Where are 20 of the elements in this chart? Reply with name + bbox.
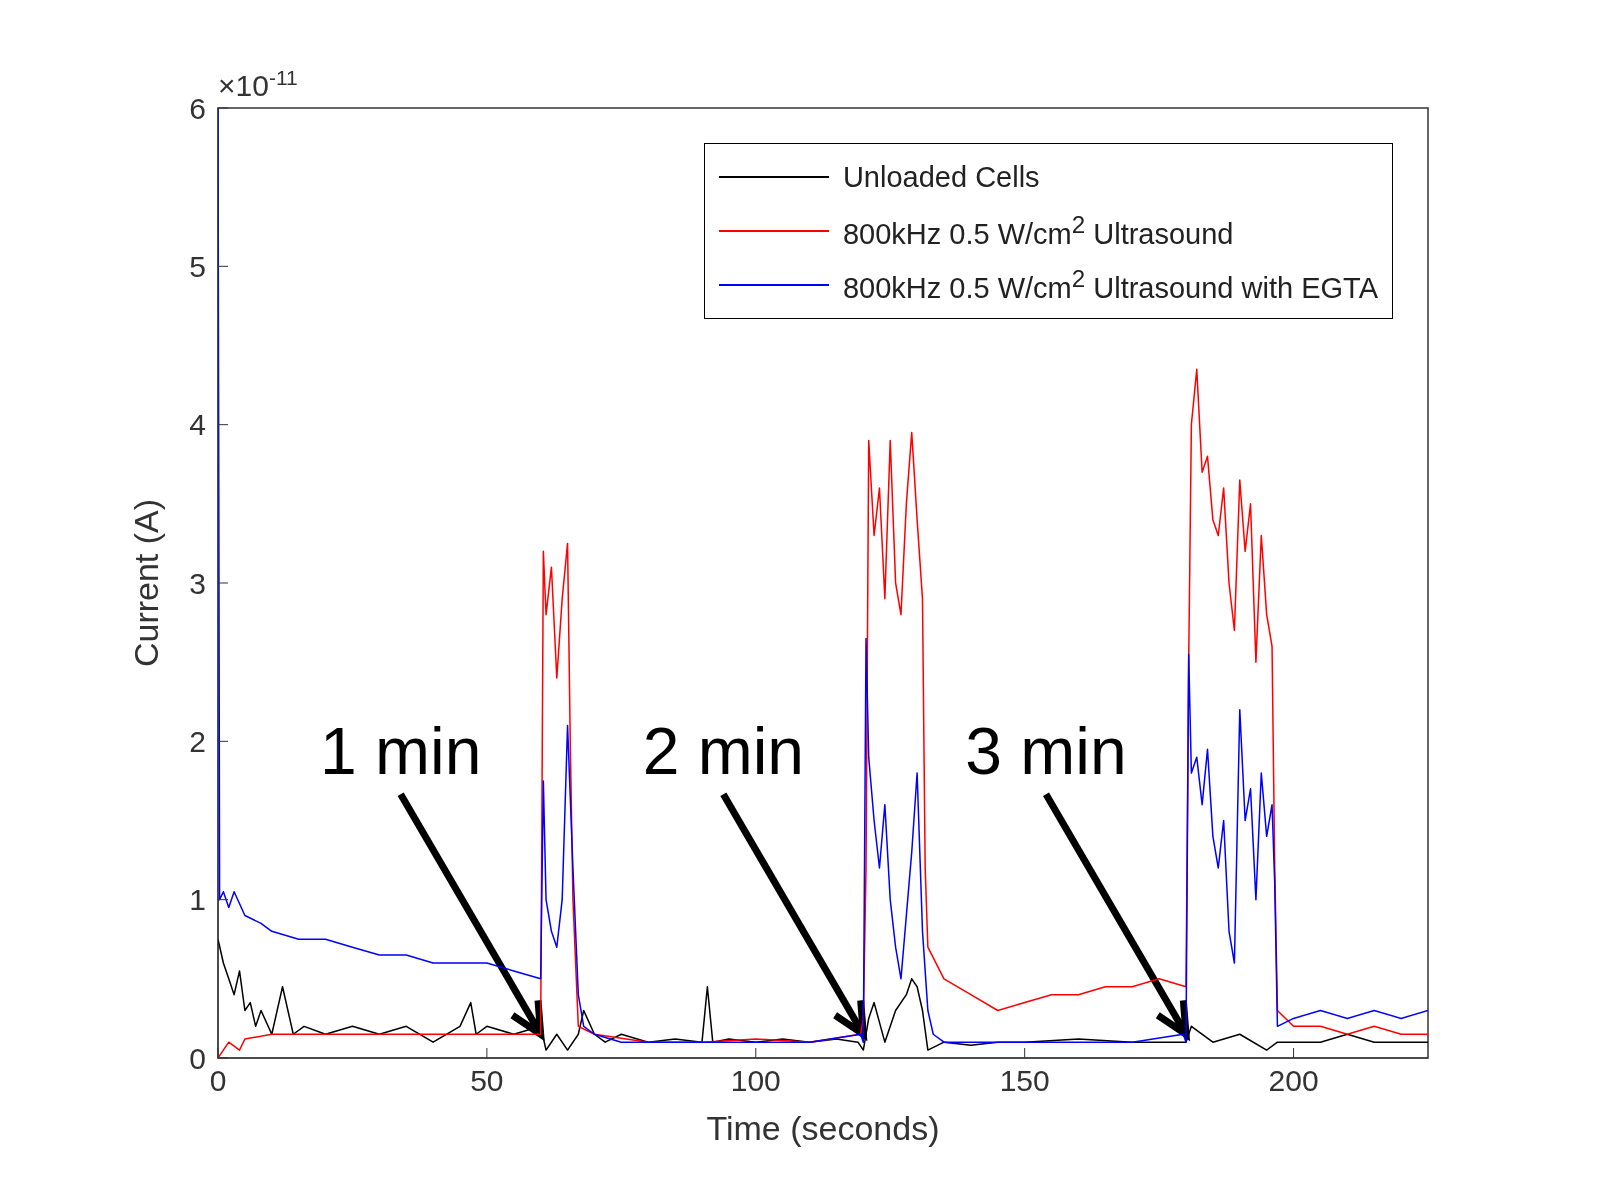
y-tick-label: 1	[189, 883, 206, 917]
annotation: 3 min	[965, 714, 1127, 789]
y-axis-title: Current (A)	[127, 498, 165, 668]
text: ×10$^{-11}$	[218, 65, 298, 102]
x-tick-label: 200	[1268, 1064, 1319, 1098]
x-axis-title: Time (seconds)	[706, 1109, 940, 1147]
legend-label: 800kHz 0.5 W/cm$^{2}$ Ultrasound	[842, 211, 1234, 251]
x-tick-label: 150	[999, 1064, 1050, 1098]
y-tick-label: 4	[189, 408, 206, 442]
y-tick-label: 2	[189, 724, 206, 758]
legend-label: Unloaded Cells	[842, 160, 1040, 194]
y-tick-label: 6	[189, 91, 206, 125]
y-tick-label: 3	[189, 566, 206, 600]
annotation: 2 min	[642, 714, 805, 789]
legend-label: 800kHz 0.5 W/cm$^{2}$ Ultrasound with EGTA	[842, 265, 1378, 305]
y-tick-label: 0	[189, 1041, 206, 1075]
annotation: 1 min	[319, 714, 482, 789]
x-tick-label: 50	[470, 1064, 504, 1098]
y-tick-label: 5	[189, 249, 206, 283]
x-tick-label: 100	[730, 1064, 781, 1098]
